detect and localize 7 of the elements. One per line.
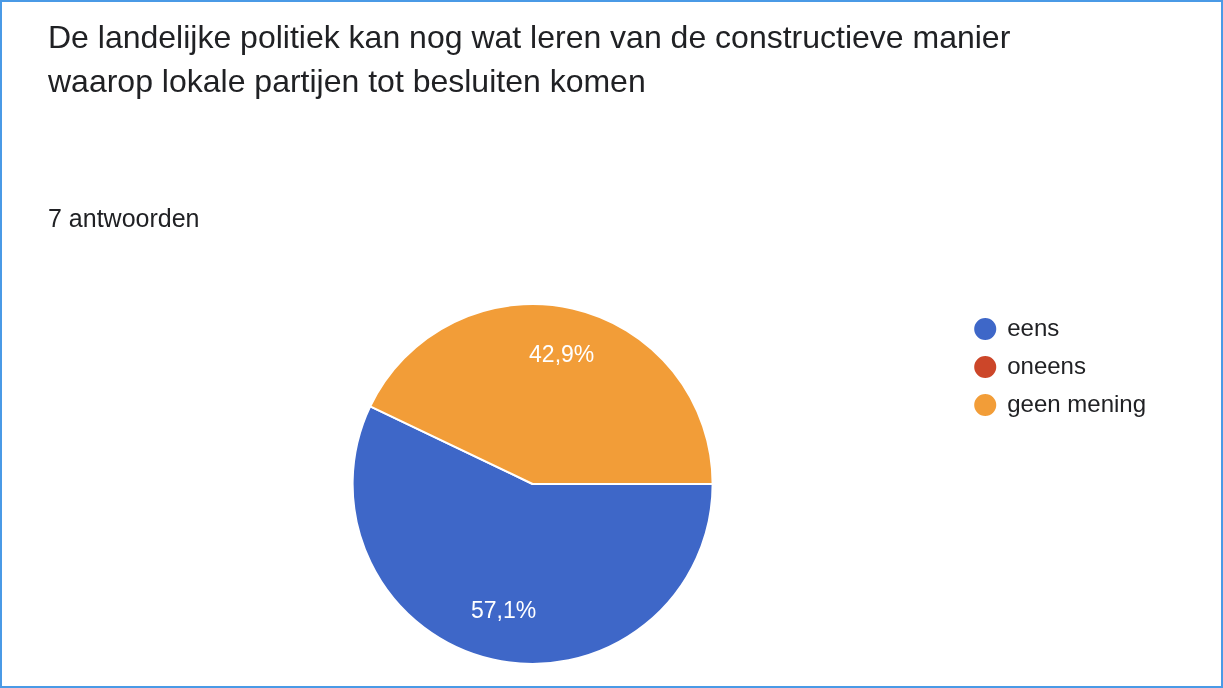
legend-label: geen mening [1007, 389, 1147, 417]
text: 7 antwoorden [48, 203, 200, 233]
data-label: 42,9% [529, 341, 595, 368]
data-label: 57,1% [470, 597, 537, 624]
legend-label: oneens [1007, 351, 1086, 379]
chart-title: De landelijke politiek kan nog wat leren van de constructieve manier waarop lokale partijen tot besluiten komen [48, 18, 1012, 101]
legend-label: eens [1007, 313, 1060, 341]
